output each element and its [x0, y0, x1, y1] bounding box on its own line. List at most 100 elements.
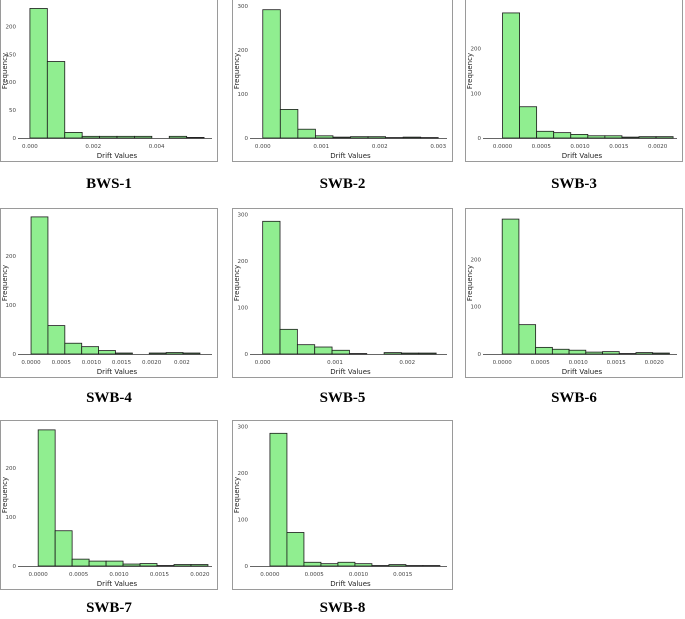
histogram-bar [81, 346, 100, 355]
histogram-bar [262, 9, 281, 139]
histogram-bar [296, 344, 316, 355]
x-axis-label: Drift Values [330, 152, 371, 160]
histogram-bar [182, 352, 201, 355]
y-tick-label: 200 [238, 471, 249, 477]
y-tick-label: 100 [471, 305, 482, 311]
histogram-bar [585, 351, 603, 355]
chart-frame [465, 208, 683, 378]
x-tick-label: 0.0015 [607, 360, 627, 366]
histogram-bar [570, 134, 589, 139]
y-tick-label: 200 [471, 257, 482, 263]
histogram-swb-6: 0 100 200 0.0000 0.0005 0.0010 0.0015 0.0020 Dri… [466, 218, 677, 376]
x-tick-label: 0.000 [255, 360, 271, 366]
histogram-bar [303, 561, 322, 567]
x-tick-label: 0.0015 [112, 360, 132, 366]
y-tick-label: 0 [13, 136, 17, 142]
histogram-bar [602, 351, 620, 355]
histogram-bar [418, 352, 437, 355]
caption-swb-2: SWB-2 [319, 176, 366, 192]
caption-swb-4: SWB-4 [86, 390, 132, 406]
histogram-bar [535, 346, 553, 355]
x-tick-label: 0.0010 [569, 360, 589, 366]
y-tick-label: 150 [6, 52, 17, 58]
histogram-bar [568, 349, 587, 355]
x-tick-label: 0.0010 [570, 144, 590, 150]
histogram-bar [47, 325, 66, 355]
histogram-bar [587, 135, 606, 139]
histogram-bar [88, 560, 107, 567]
histogram-bar [105, 560, 124, 567]
histogram-bar [29, 8, 48, 139]
y-tick-label: 300 [238, 424, 249, 430]
histogram-bar [190, 564, 209, 567]
x-tick-label: 0.000 [22, 144, 38, 150]
y-tick-label: 200 [238, 259, 249, 265]
histogram-bar [350, 136, 369, 139]
x-tick-label: 0.002 [372, 144, 388, 150]
histogram-bar [331, 349, 350, 355]
y-tick-label: 0 [13, 352, 17, 358]
x-tick-label: 0.0000 [493, 360, 513, 366]
histogram-bar [332, 136, 351, 139]
histogram-bar [297, 128, 316, 139]
caption-swb-6: SWB-6 [551, 390, 597, 406]
caption-swb-7: SWB-7 [86, 600, 132, 616]
histogram-swb-7: 0 100 200 0.0000 0.0005 0.0010 0.0015 0.0020 Dri… [1, 429, 212, 588]
y-tick-label: 0 [478, 352, 482, 358]
histogram-bar [621, 136, 640, 139]
x-tick-label: 0.004 [149, 144, 165, 150]
histogram-bar [314, 346, 333, 355]
x-tick-label: 0.0010 [109, 572, 129, 578]
y-axis-label: Frequency [466, 53, 474, 89]
x-tick-label: 0.0000 [29, 572, 49, 578]
histogram-bar [401, 352, 420, 355]
histogram-swb-5: 0 100 200 300 0.000 0.001 0.002 Drift Values Fre… [233, 212, 447, 376]
y-axis-label: Frequency [1, 53, 9, 89]
x-tick-label: 0.000 [255, 144, 271, 150]
y-tick-label: 50 [9, 108, 16, 114]
histogram-bar [551, 348, 570, 355]
caption-swb-8: SWB-8 [319, 600, 366, 616]
x-tick-label: 0.003 [430, 144, 446, 150]
histogram-bar [269, 432, 288, 567]
x-tick-label: 0.0000 [260, 572, 280, 578]
y-tick-label: 200 [6, 24, 17, 30]
histogram-bar [168, 135, 188, 139]
x-tick-label: 0.0005 [531, 360, 551, 366]
histogram-swb-3: 0 100 200 0.0000 0.0005 0.0010 0.0015 0.0020 Dri… [466, 12, 677, 160]
x-axis-label: Drift Values [562, 152, 603, 160]
y-tick-label: 100 [238, 92, 249, 98]
histogram-bar [279, 109, 299, 139]
histogram-bar [518, 324, 537, 355]
caption-swb-3: SWB-3 [551, 176, 597, 192]
histogram-bar [652, 352, 670, 355]
histogram-bar [655, 136, 674, 139]
x-tick-label: 0.0010 [82, 360, 102, 366]
y-axis-label: Frequency [233, 53, 241, 89]
y-tick-label: 100 [6, 80, 17, 86]
caption-swb-5: SWB-5 [319, 390, 366, 406]
x-axis-label: Drift Values [330, 368, 371, 376]
histogram-bar [99, 135, 118, 139]
histogram-bar [320, 563, 339, 567]
y-tick-label: 0 [245, 136, 249, 142]
histogram-bar [165, 352, 184, 355]
histogram-bar [279, 328, 298, 355]
histogram-bar [148, 352, 167, 355]
histogram-bar [115, 352, 133, 355]
x-tick-label: 0.002 [399, 360, 415, 366]
histogram-bar [122, 563, 141, 567]
histogram-bar [46, 61, 66, 139]
y-axis-label: Frequency [233, 477, 241, 513]
x-axis-label: Drift Values [97, 368, 138, 376]
y-tick-label: 200 [238, 48, 249, 54]
y-axis-label: Frequency [466, 265, 474, 301]
histogram-bar [64, 132, 83, 139]
y-tick-label: 0 [478, 136, 482, 142]
histogram-swb-4: 0 100 200 0.0000 0.0005 0.0010 0.0015 0.0020 0.0… [1, 216, 212, 376]
y-tick-label: 100 [6, 515, 17, 521]
histogram-bar [71, 558, 90, 567]
x-tick-label: 0.0005 [305, 572, 325, 578]
histogram-bar [116, 135, 135, 139]
y-tick-label: 0 [245, 564, 249, 570]
